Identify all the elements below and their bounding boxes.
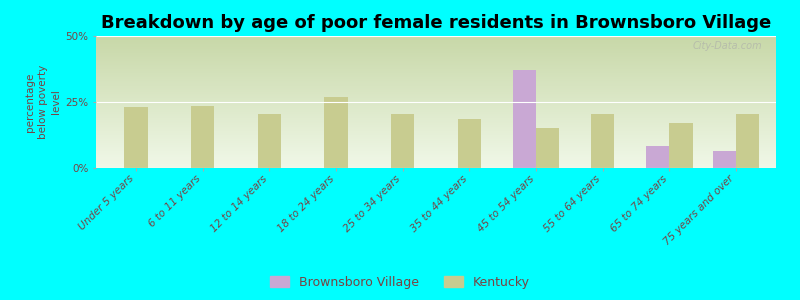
Bar [191,106,214,168]
Bar [591,114,614,168]
Bar [536,128,559,168]
Bar [713,151,736,168]
Bar [736,114,759,168]
Bar [124,107,148,168]
Bar [324,97,348,168]
Text: City-Data.com: City-Data.com [693,41,762,51]
Bar [391,114,414,168]
Bar [513,70,536,168]
Bar [458,119,481,168]
Bar [670,123,693,168]
Legend: Brownsboro Village, Kentucky: Brownsboro Village, Kentucky [266,271,534,294]
Y-axis label: percentage
below poverty
level: percentage below poverty level [25,65,61,139]
Title: Breakdown by age of poor female residents in Brownsboro Village: Breakdown by age of poor female resident… [101,14,771,32]
Bar [646,146,670,168]
Bar [258,114,281,168]
